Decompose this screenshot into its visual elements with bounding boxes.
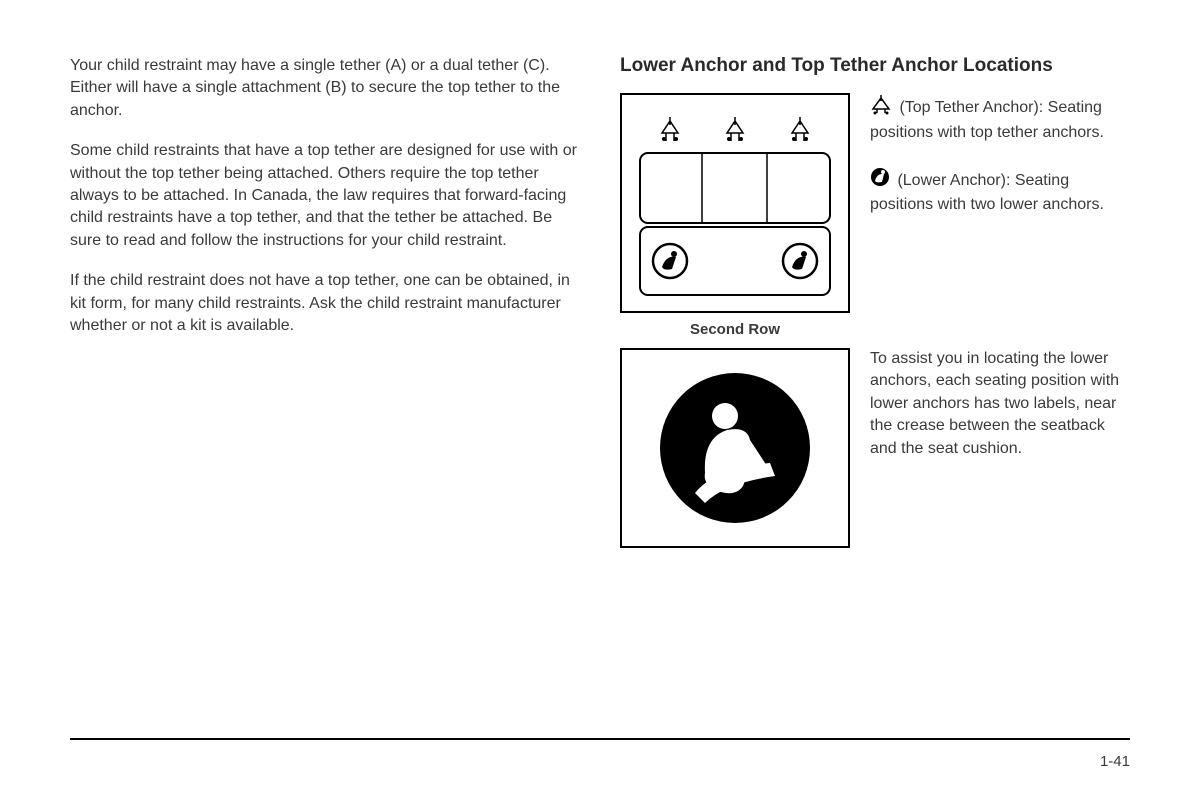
legend-column-2: To assist you in locating the lower anch… <box>870 348 1130 482</box>
footer-rule <box>70 738 1130 740</box>
label-diagram-box <box>620 348 850 548</box>
left-column: Your child restraint may have a single t… <box>70 55 580 770</box>
section-heading: Lower Anchor and Top Tether Anchor Locat… <box>620 55 1130 77</box>
label-diagram-frame <box>620 348 850 548</box>
paragraph-2: Some child restraints that have a top te… <box>70 140 580 252</box>
seat-diagram-frame <box>620 93 850 313</box>
legend-column: (Top Tether Anchor): Seating positions w… <box>870 93 1130 239</box>
row-label-diagram: To assist you in locating the lower anch… <box>620 348 1130 548</box>
legend-top-tether-text: (Top Tether Anchor): Seating positions w… <box>870 99 1104 141</box>
lower-anchor-icon <box>870 167 890 194</box>
paragraph-1: Your child restraint may have a single t… <box>70 55 580 122</box>
legend-lower-anchor: (Lower Anchor): Seating positions with t… <box>870 167 1130 217</box>
legend-locate-text: To assist you in locating the lower anch… <box>870 348 1130 460</box>
child-seat-label-icon <box>655 368 815 528</box>
top-tether-anchor-icon <box>870 93 892 122</box>
right-column: Lower Anchor and Top Tether Anchor Locat… <box>620 55 1130 770</box>
seat-diagram-svg <box>622 95 848 311</box>
paragraph-3: If the child restraint does not have a t… <box>70 270 580 337</box>
page-number: 1-41 <box>1100 753 1130 770</box>
legend-top-tether: (Top Tether Anchor): Seating positions w… <box>870 93 1130 145</box>
seat-diagram-box: Second Row <box>620 93 850 338</box>
legend-lower-anchor-text: (Lower Anchor): Seating positions with t… <box>870 172 1104 213</box>
seat-diagram-caption: Second Row <box>620 321 850 338</box>
row-seat-diagram: Second Row (Top Tether Anchor): Seating … <box>620 93 1130 338</box>
page-container: Your child restraint may have a single t… <box>70 55 1130 770</box>
